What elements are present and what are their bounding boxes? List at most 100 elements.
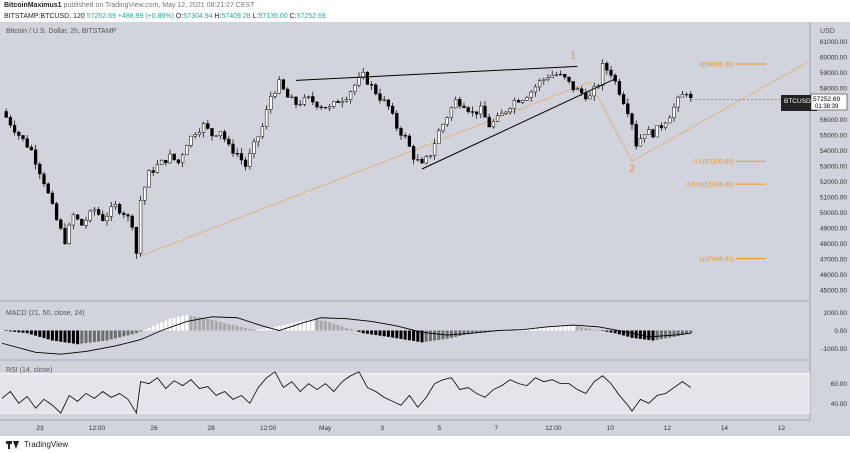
price-tick-label: 46000.00 (820, 272, 847, 279)
candle-body (558, 73, 563, 76)
macd-histogram-bar (449, 330, 453, 338)
candle-body (21, 135, 25, 140)
macd-histogram-bar (571, 325, 575, 331)
candle-body (563, 74, 567, 78)
time-tick-label: 23 (36, 425, 44, 432)
macd-histogram-bar (622, 330, 626, 336)
macd-histogram-bar (147, 327, 151, 331)
macd-histogram-bar (307, 319, 311, 331)
candle-body (159, 159, 164, 165)
candle-body (206, 123, 210, 129)
candle-body (365, 72, 370, 85)
macd-histogram-bar (424, 330, 428, 342)
macd-histogram-bar (357, 330, 361, 332)
macd-histogram-bar (126, 330, 130, 336)
candle-body (54, 203, 59, 221)
macd-histogram-bar (84, 330, 88, 344)
time-tick-label: 7 (494, 425, 498, 432)
candle-body (411, 146, 416, 160)
macd-histogram-bar (298, 321, 302, 331)
macd-histogram-bar (580, 327, 584, 331)
candle-body (386, 99, 391, 107)
fib-level-label: 1(47044.83) (699, 256, 734, 263)
footer-brand[interactable]: TradingView (24, 440, 69, 449)
macd-pane[interactable] (0, 315, 693, 355)
candle-body (542, 78, 546, 81)
author-name[interactable]: BitcoinMaximus1 (4, 2, 62, 9)
macd-histogram-bar (227, 324, 231, 331)
macd-histogram-bar (559, 326, 563, 331)
macd-histogram-bar (17, 330, 21, 333)
published-text: published on TradingView.com, May 12, 20… (63, 2, 255, 9)
macd-histogram-bar (668, 330, 672, 338)
candle-body (101, 214, 105, 222)
macd-histogram-bar (458, 330, 462, 336)
open-value: 57304.94 (183, 13, 213, 20)
candle-body (458, 99, 462, 107)
candle-body (579, 88, 584, 94)
time-tick-label: 12:00 (89, 425, 106, 432)
macd-histogram-bar (273, 326, 277, 331)
macd-histogram-bar (403, 330, 407, 340)
macd-histogram-bar (252, 329, 256, 331)
candle-body (315, 101, 319, 108)
candle-body (487, 116, 491, 128)
price-tick-label: 55000.00 (820, 132, 847, 139)
macd-histogram-bar (294, 322, 298, 331)
rsi-pane[interactable] (0, 371, 810, 415)
rsi-tick-label: 40.00 (831, 401, 848, 408)
candle-body (512, 100, 517, 109)
macd-histogram-bar (617, 330, 621, 335)
macd-histogram-bar (496, 329, 500, 331)
rsi-band (0, 373, 810, 414)
candle-body (437, 130, 441, 145)
main-pane[interactable]: 0(59556.36) 0.5(53300.89) 0.618(51824.46) 1… (0, 22, 811, 422)
candle-body (222, 131, 227, 140)
candle-body (424, 156, 428, 164)
price-tick-label: 56000.00 (820, 117, 847, 124)
candle-body (38, 163, 42, 175)
macd-histogram-bar (214, 320, 218, 331)
macd-histogram-bar (378, 330, 382, 336)
price-tick-label: 53000.00 (820, 163, 847, 170)
candle-body (592, 86, 596, 97)
candle-body (117, 204, 122, 214)
macd-histogram-bar (647, 330, 651, 340)
macd-histogram-bar (601, 330, 605, 331)
macd-histogram-bar (235, 325, 239, 331)
candle-body (642, 134, 647, 139)
macd-histogram-bar (416, 330, 420, 342)
candle-body (600, 63, 605, 86)
macd-histogram-bar (113, 330, 117, 339)
candle-body (134, 226, 139, 254)
candle-body (92, 209, 97, 212)
macd-tick-label: 1000.00 (824, 310, 848, 317)
candle-body (227, 138, 231, 145)
macd-histogram-bar (50, 330, 54, 341)
price-badge-symbol-bg (781, 95, 817, 111)
macd-histogram-bar (323, 321, 327, 331)
candle-body (441, 123, 445, 132)
footer: TradingView (0, 436, 850, 453)
macd-line (1, 316, 691, 355)
time-tick-label: 14 (721, 425, 729, 432)
price-badge-countdown: 01:38:39 (815, 104, 839, 110)
macd-histogram-bar (42, 330, 46, 339)
candle-body (256, 136, 260, 143)
candle-body (613, 74, 617, 82)
macd-histogram-bar (172, 317, 176, 331)
macd-histogram-bar (685, 330, 689, 335)
time-axis[interactable]: 23 12:00 26 28 12:00 May 3 5 7 12:00 10 12 14 12 (0, 419, 850, 436)
chart-canvas[interactable]: 0(59556.36) 0.5(53300.89) 0.618(51824.46) 1… (0, 22, 850, 436)
price-change: +488.99 (+0.86%) (117, 13, 174, 20)
macd-histogram-bar (445, 330, 449, 339)
macd-histogram-bar (454, 330, 458, 337)
macd-histogram-bar (680, 330, 684, 336)
last-price: 57252.69 (86, 13, 116, 20)
macd-histogram-bar (155, 324, 159, 331)
macd-histogram-bar (395, 330, 399, 339)
candle-body (689, 93, 693, 99)
candle-body (432, 143, 437, 156)
candle-body (546, 77, 550, 80)
macd-histogram-bar (71, 330, 75, 344)
